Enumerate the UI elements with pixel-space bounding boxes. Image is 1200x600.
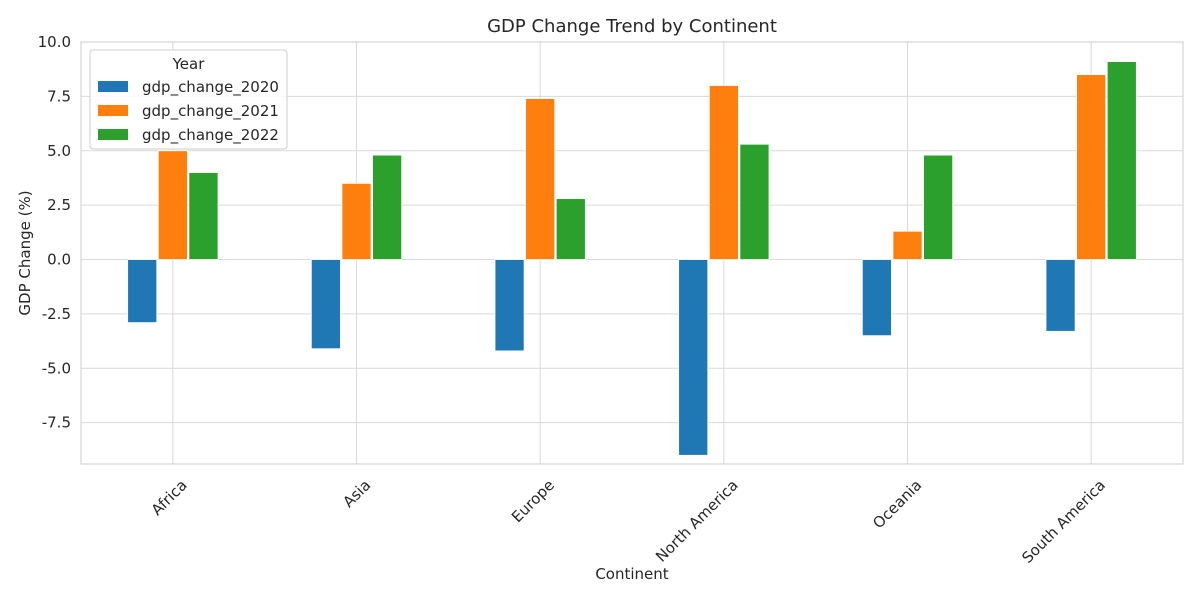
legend-items: gdp_change_2020 gdp_change_2021 gdp_change… <box>98 78 279 145</box>
y-tick-label: -5.0 <box>42 359 71 377</box>
y-tick-label: -7.5 <box>42 414 71 432</box>
y-axis-label: GDP Change (%) <box>16 190 34 315</box>
y-tick-label: 2.5 <box>47 196 71 214</box>
bar-gdp_change_2021-oceania <box>892 230 923 260</box>
x-tick-label: Asia <box>339 476 374 511</box>
x-tick-label: North America <box>652 476 742 566</box>
bar-gdp_change_2022-africa <box>188 172 219 260</box>
bar-gdp_change_2020-asia <box>310 259 341 350</box>
x-tick-label: Europe <box>508 476 558 526</box>
bar-gdp_change_2020-oceania <box>861 259 892 337</box>
bar-gdp_change_2021-asia <box>341 182 372 260</box>
x-tick-label: South America <box>1018 476 1109 567</box>
bar-gdp_change_2020-north-america <box>678 259 709 456</box>
bar-gdp_change_2020-europe <box>494 259 525 352</box>
x-axis-label: Continent <box>595 565 668 583</box>
bar-gdp_change_2021-south-america <box>1076 74 1107 260</box>
bar-gdp_change_2022-europe <box>555 198 586 260</box>
bars <box>127 61 1137 456</box>
y-tick-label: 7.5 <box>47 87 71 105</box>
bar-gdp_change_2020-africa <box>127 259 158 324</box>
bar-gdp_change_2021-europe <box>525 98 556 260</box>
y-tick-labels: 10.0 7.5 5.0 2.5 0.0 -2.5 -5.0 -7.5 <box>38 33 71 432</box>
x-tick-label: Africa <box>148 476 191 519</box>
legend-swatch <box>98 129 128 140</box>
legend-label: gdp_change_2022 <box>142 126 279 145</box>
x-tick-labels: Africa Asia Europe North America Oceania Sout… <box>148 476 1109 567</box>
bar-gdp_change_2022-asia <box>372 154 403 260</box>
legend-swatch <box>98 105 128 116</box>
bar-gdp_change_2022-oceania <box>923 154 954 260</box>
y-tick-label: 5.0 <box>47 142 71 160</box>
bar-gdp_change_2022-north-america <box>739 143 770 260</box>
legend-title: Year <box>172 55 206 73</box>
legend-swatch <box>98 81 128 92</box>
bar-gdp_change_2021-africa <box>157 150 188 260</box>
plot-frame <box>80 41 1184 465</box>
chart-title: GDP Change Trend by Continent <box>487 16 777 37</box>
y-tick-label: 0.0 <box>47 251 71 269</box>
legend: Year gdp_change_2020gdp_change_2021gdp_c… <box>89 49 288 150</box>
x-tick-label: Oceania <box>869 476 925 532</box>
legend-label: gdp_change_2021 <box>142 102 279 121</box>
bar-gdp_change_2022-south-america <box>1106 61 1137 260</box>
bar-gdp_change_2020-south-america <box>1045 259 1076 332</box>
y-tick-label: -2.5 <box>42 305 71 323</box>
y-tick-label: 10.0 <box>38 33 71 51</box>
bar-gdp_change_2021-north-america <box>708 85 739 260</box>
legend-box <box>89 49 288 150</box>
legend-label: gdp_change_2020 <box>142 78 279 97</box>
